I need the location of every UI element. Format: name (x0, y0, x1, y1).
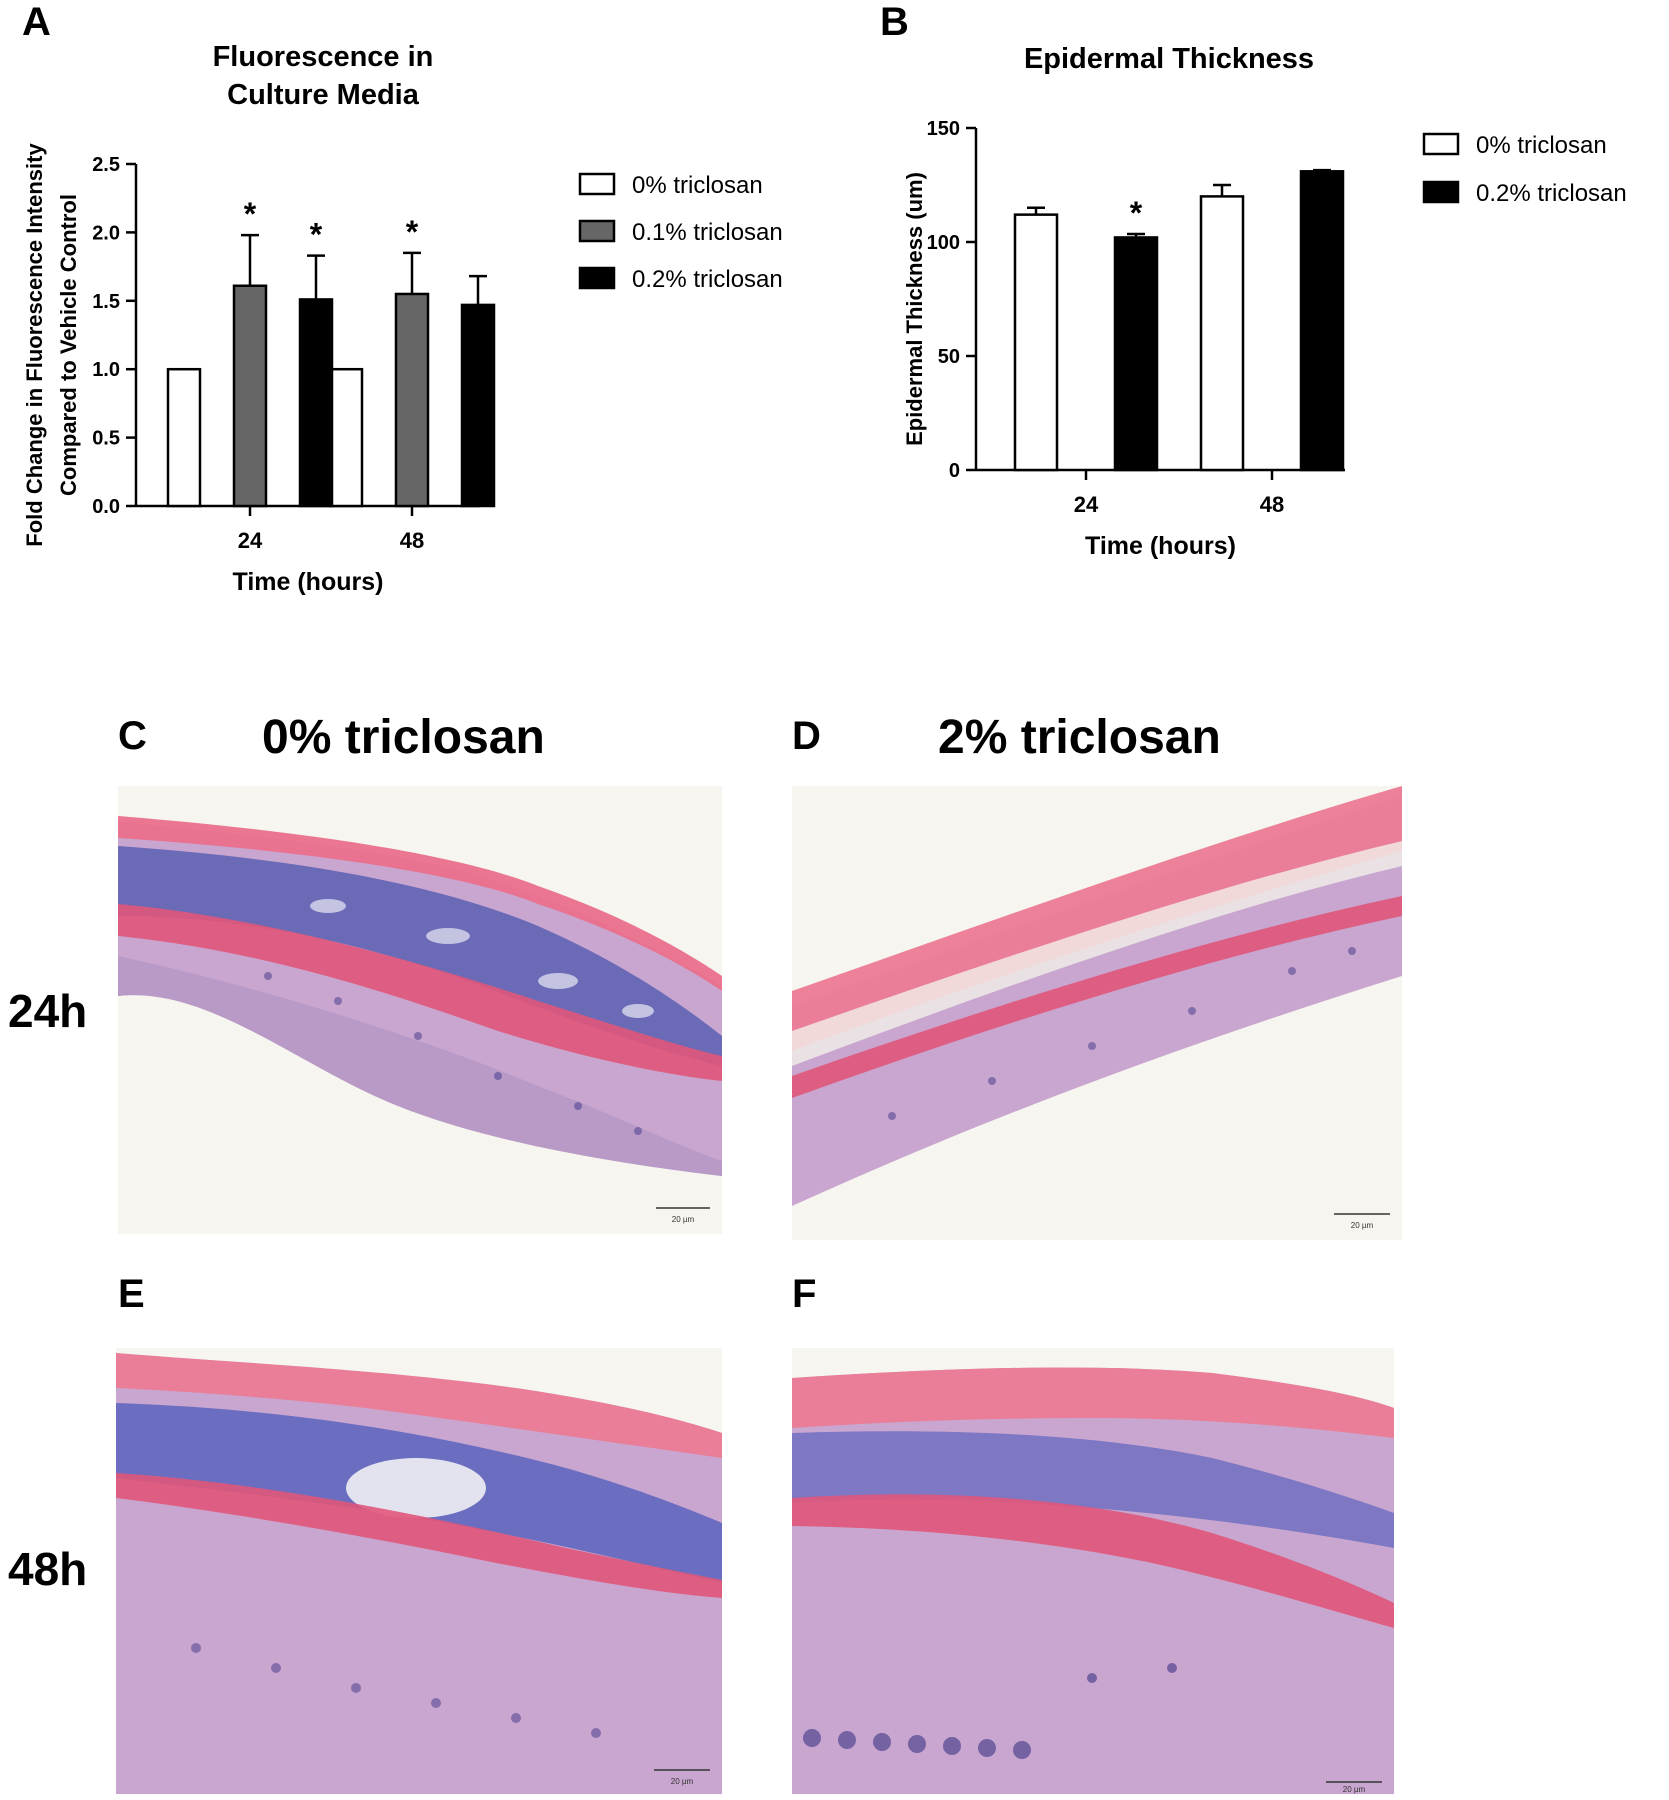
chart-a-significance-marker: * (406, 214, 419, 250)
chart-a-title: Culture Media (227, 79, 420, 111)
chart-b-y-tick-label: 0 (949, 460, 960, 482)
tissue-image-c: 20 µm (118, 786, 722, 1234)
chart-b-bar (1299, 170, 1345, 472)
tissue-image-e: 20 µm (116, 1348, 722, 1794)
chart-b-x-tick-label: 24 (1074, 492, 1099, 517)
chart-a-y-tick-label: 2.5 (92, 154, 120, 176)
chart-a-legend-label: 0% triclosan (632, 172, 763, 199)
chart-a-bar (298, 298, 334, 508)
chart-a-y-tick-label: 1.0 (92, 359, 120, 381)
scale-bar-c: 20 µm (672, 1215, 695, 1224)
micrograph-title-d: 2% triclosan (938, 711, 1221, 764)
row-label-24h: 24h (8, 985, 88, 1037)
chart-a-x-tick-label: 48 (400, 528, 424, 553)
chart-a-y-tick-label: 0.0 (92, 496, 120, 518)
chart-a-legend-label: 0.2% triclosan (632, 266, 783, 293)
chart-a-legend-swatch (578, 266, 616, 290)
chart-a-y-tick-label: 0.5 (92, 428, 120, 450)
chart-b: Epidermal Thickness 0 50 100 150 24 48 Time (ho… (902, 43, 1627, 560)
panel-label-a: A (22, 0, 51, 44)
tissue-image-d: 20 µm (792, 786, 1402, 1240)
tissue-image-f: 20 µm (792, 1348, 1394, 1794)
chart-b-y-tick-label: 150 (927, 118, 960, 140)
micrograph-f: 20 µm (792, 1348, 1394, 1794)
chart-a: Fluorescence in Culture Media 0.0 0.5 1.0 1.5… (22, 41, 783, 596)
chart-a-bar (394, 292, 430, 508)
chart-b-x-axis-label: Time (hours) (1085, 532, 1236, 560)
micrograph-c: 20 µm (118, 786, 722, 1234)
micrograph-e: 20 µm (116, 1348, 722, 1794)
chart-a-significance-marker: * (310, 217, 323, 253)
micrograph-title-c: 0% triclosan (262, 711, 545, 764)
chart-b-y-tick-label: 100 (927, 232, 960, 254)
chart-a-y-tick-label: 2.0 (92, 222, 120, 244)
chart-b-legend-label: 0% triclosan (1476, 132, 1607, 159)
panel-label-b: B (880, 0, 909, 44)
panel-label-e: E (118, 1272, 145, 1316)
chart-b-y-axis-label: Epidermal Thickness (um) (902, 172, 927, 446)
chart-b-legend-swatch (1422, 180, 1460, 204)
chart-b-y-tick-label: 50 (938, 346, 960, 368)
chart-a-bar (460, 303, 496, 508)
micrograph-d: 20 µm (792, 786, 1402, 1240)
scale-bar-d: 20 µm (1351, 1221, 1374, 1230)
chart-b-title: Epidermal Thickness (1024, 43, 1314, 75)
chart-a-legend-swatch (578, 219, 616, 243)
chart-a-y-axis-label: Compared to Vehicle Control (56, 194, 81, 496)
panel-label-c: C (118, 714, 147, 758)
chart-a-x-axis-label: Time (hours) (233, 568, 384, 596)
chart-b-legend-swatch (1422, 132, 1460, 156)
chart-a-y-tick-label: 1.5 (92, 291, 120, 313)
chart-a-legend-label: 0.1% triclosan (632, 219, 783, 246)
chart-a-bar (232, 284, 268, 508)
scale-bar-e: 20 µm (671, 1777, 694, 1786)
chart-a-y-axis-label: Fold Change in Fluorescence Intensity (22, 143, 47, 547)
chart-a-significance-marker: * (244, 196, 257, 232)
chart-b-significance-marker: * (1130, 195, 1143, 231)
scale-bar-f: 20 µm (1343, 1785, 1366, 1794)
chart-b-x-tick-label: 48 (1260, 492, 1284, 517)
chart-b-bar (1013, 213, 1059, 472)
row-label-48h: 48h (8, 1543, 88, 1595)
chart-a-legend-swatch (578, 172, 616, 196)
panel-label-f: F (792, 1272, 817, 1316)
chart-b-bar (1199, 195, 1245, 472)
chart-b-legend-label: 0.2% triclosan (1476, 180, 1627, 207)
chart-a-bar (166, 367, 202, 508)
chart-a-x-tick-label: 24 (238, 528, 263, 553)
panel-label-d: D (792, 714, 821, 758)
chart-a-title: Fluorescence in (213, 41, 434, 73)
chart-a-bar (328, 367, 364, 508)
chart-b-bar (1113, 236, 1159, 472)
